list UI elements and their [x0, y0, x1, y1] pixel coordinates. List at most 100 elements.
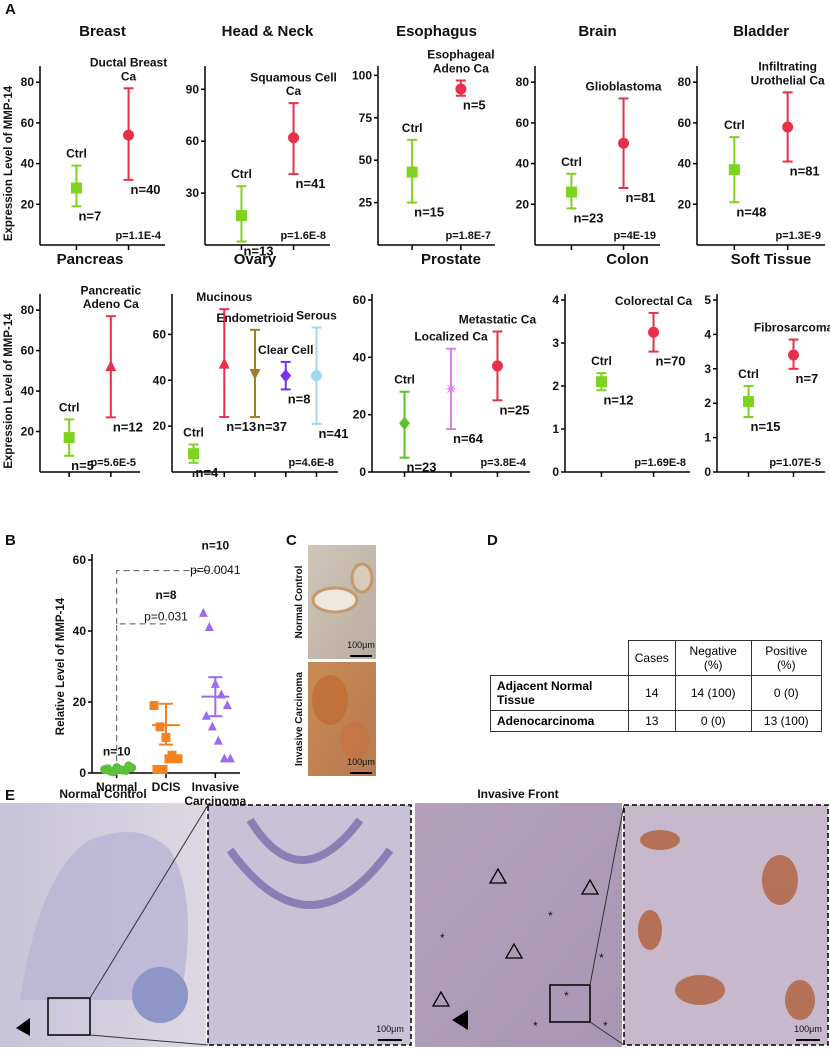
annotation: n=10: [103, 744, 131, 758]
x-tick-label: Normal: [96, 780, 137, 794]
y-tick-label: 60: [73, 553, 87, 567]
group-label: Glioblastoma: [586, 79, 662, 93]
marker: [491, 360, 503, 372]
y-tick-label: 0: [79, 766, 86, 780]
marker: [225, 753, 235, 763]
table-row: Adenocarcinoma 13 0 (0) 13 (100): [490, 710, 823, 732]
asterisk: *: [548, 909, 553, 923]
marker: [444, 382, 458, 396]
n-label: n=12: [603, 392, 633, 407]
y-tick-label: 60: [353, 293, 367, 307]
row-label: Adenocarcinoma: [490, 710, 629, 732]
p-value: p=1.8E-7: [445, 230, 491, 242]
group-label: Squamous Cell Ca: [250, 70, 337, 98]
p-value: p=4E-19: [614, 230, 657, 242]
group-label: Mucinous: [196, 290, 252, 304]
arrowhead: [16, 1018, 30, 1036]
marker: [207, 721, 217, 731]
chart-title: Breast: [79, 23, 126, 40]
tissue: [132, 967, 188, 1023]
row-label: Adjacent Normal Tissue: [490, 675, 629, 711]
header-cell: Positive (%): [750, 640, 823, 676]
marker: [188, 448, 200, 460]
y-tick-label: 60: [516, 116, 530, 130]
group-label: Ctrl: [66, 147, 87, 161]
marker: [198, 607, 208, 617]
chart-title: Pancreas: [57, 251, 124, 268]
panel-label: C: [286, 532, 297, 549]
x-tick-label: DCIS: [152, 780, 181, 794]
tissue: [226, 817, 394, 909]
marker: [123, 129, 135, 141]
y-tick-label: 20: [73, 695, 87, 709]
y-tick-label: 20: [353, 408, 367, 422]
y-tick-label: 50: [359, 153, 373, 167]
marker: [155, 722, 165, 732]
marker: [743, 395, 754, 407]
n-label: n=41: [296, 176, 326, 191]
y-tick-label: 4: [704, 327, 711, 341]
image-label: Normal Control: [294, 565, 305, 638]
y-tick-label: 5: [704, 293, 711, 307]
group-label: Ctrl: [561, 155, 582, 169]
gland: [311, 586, 359, 614]
y-tick-label: 40: [73, 624, 87, 638]
y-tick-label: 2: [704, 396, 711, 410]
y-tick-label: 20: [21, 425, 35, 439]
n-label: n=15: [751, 419, 781, 434]
chart-title: Ovary: [234, 251, 277, 268]
chart-title: Brain: [578, 23, 616, 40]
y-tick-label: 20: [153, 419, 167, 433]
group-label: Ctrl: [402, 121, 423, 135]
marker: [280, 369, 292, 383]
n-label: n=81: [626, 190, 656, 205]
group-label: Ctrl: [231, 167, 252, 181]
y-axis-label: Expression Level of MMP-14: [3, 313, 15, 469]
y-tick-label: 20: [516, 197, 530, 211]
p-value: p=5.6E-5: [90, 457, 136, 469]
chart-title: Colon: [606, 251, 649, 268]
group-label: Ctrl: [183, 425, 204, 439]
comparison-line: [116, 623, 166, 761]
group-label: Colorectal Ca: [615, 294, 693, 308]
comparison-line: [116, 570, 216, 624]
scale-label: 100μm: [794, 1024, 822, 1034]
y-tick-label: 80: [21, 303, 35, 317]
n-label: n=5: [71, 458, 94, 473]
zoom-line: [89, 1034, 209, 1046]
y-tick-label: 60: [186, 134, 200, 148]
panel-label: E: [5, 787, 15, 804]
y-tick-label: 80: [21, 75, 35, 89]
marker: [782, 121, 794, 133]
marker: [618, 137, 630, 149]
zoom-line: [89, 804, 209, 999]
zoom-box: [47, 997, 91, 1036]
group-label: Clear Cell: [258, 343, 313, 357]
p-value: p=1.1E-4: [115, 230, 161, 242]
marker: [164, 754, 174, 764]
header-cell: Cases: [627, 640, 676, 676]
annotation: p=0.031: [144, 609, 188, 623]
header-cell: Negative (%): [674, 640, 752, 676]
chart-title: Bladder: [733, 23, 789, 40]
marker: [173, 754, 183, 764]
n-label: n=81: [790, 164, 820, 179]
tumor: [312, 675, 348, 725]
gland: [350, 562, 374, 594]
y-tick-label: 3: [704, 362, 711, 376]
marker: [288, 132, 300, 144]
tumor: [340, 722, 370, 758]
y-tick-label: 60: [678, 116, 692, 130]
table-header: Cases Negative (%) Positive (%): [491, 640, 823, 676]
asterisk: *: [440, 931, 445, 945]
group-label: Esophageal Adeno Ca: [427, 48, 494, 76]
n-label: n=37: [257, 419, 287, 434]
annotation: n=10: [201, 538, 229, 552]
marker: [788, 349, 799, 361]
y-tick-label: 0: [552, 465, 559, 479]
y-tick-label: 80: [516, 75, 530, 89]
n-label: n=4: [196, 465, 220, 480]
chart-title: Head & Neck: [222, 23, 314, 40]
y-tick-label: 30: [186, 186, 200, 200]
